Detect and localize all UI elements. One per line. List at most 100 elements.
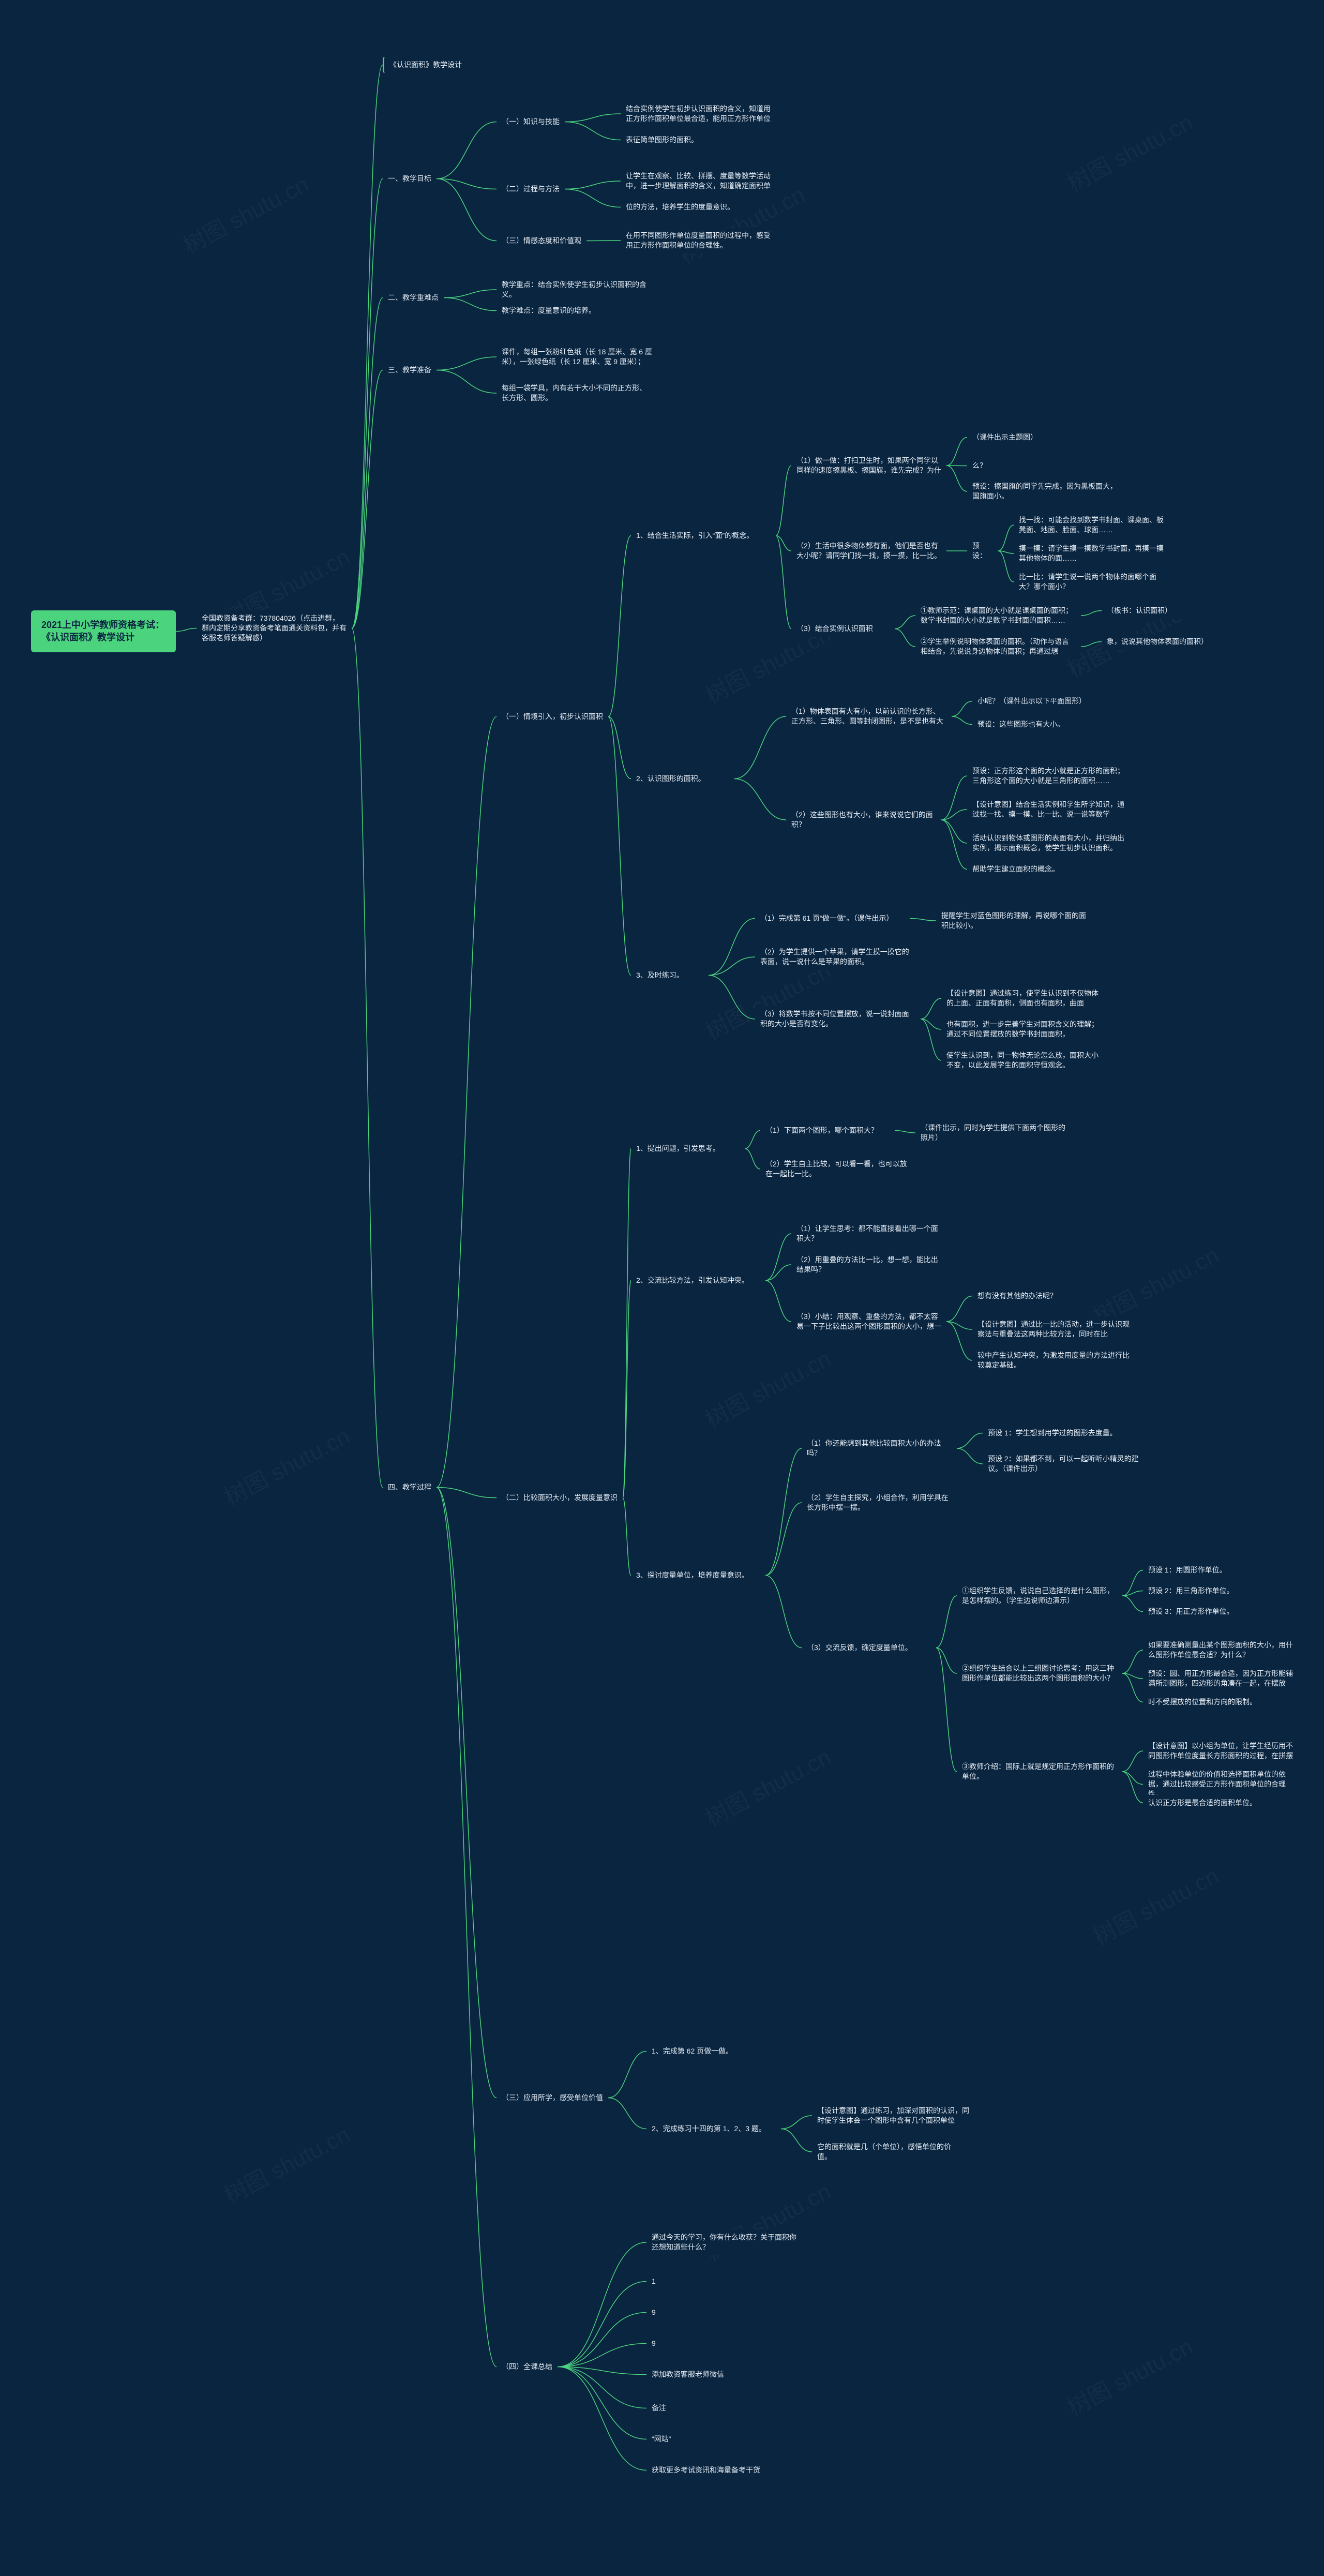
- node-p2_3c_a3[interactable]: 预设 3：用正方形作单位。: [1143, 1604, 1246, 1620]
- node-p2_3c_c3[interactable]: 认识正方形是最合适的面积单位。: [1143, 1795, 1277, 1811]
- node-p4_8[interactable]: 获取更多考试资讯和海量备考干货: [646, 2462, 781, 2478]
- node-g1b[interactable]: （二）过程与方法: [496, 181, 565, 197]
- node-p1_1a_kj[interactable]: （课件出示主题图）: [967, 429, 1071, 445]
- node-p1_1[interactable]: 1、结合生活实际，引入“面”的概念。: [631, 528, 776, 544]
- node-p1_1b_s3[interactable]: 比一比：请学生说一说两个物体的面哪个面大？哪个面小？: [1014, 569, 1169, 595]
- node-p2_3a2[interactable]: 预设 2：如果都不到，可以一起听听小精灵的建议。（课件出示）: [983, 1451, 1148, 1477]
- node-label: 【设计意图】通过比一比的活动，进一步认识观察法与重叠法这两种比较方法，同时在比: [977, 1320, 1130, 1338]
- node-p1_2[interactable]: 2、认识图形的面积。: [631, 771, 734, 787]
- node-h1[interactable]: 一、教学目标: [383, 171, 437, 187]
- node-p2_2c3[interactable]: 较中产生认知冲突，为激发用度量的方法进行比较奠定基础。: [972, 1347, 1138, 1373]
- node-p4_6[interactable]: 备注: [646, 2400, 688, 2416]
- node-p1_3c2[interactable]: 也有面积，进一步完善学生对面积含义的理解；通过不同位置摆放的数学书封面面积，: [941, 1016, 1107, 1042]
- node-p2_1a[interactable]: （1）下面两个图形，哪个面积大？: [760, 1122, 895, 1139]
- node-label: 象，说说其他物体表面的面积）: [1107, 637, 1208, 646]
- node-p2_1a1[interactable]: （课件出示，同时为学生提供下面两个图形的照片）: [915, 1120, 1071, 1146]
- node-p2_3c_b[interactable]: ②组织学生结合以上三组图讨论思考：用这三种图形作单位都能比较出这两个图形面积的大…: [957, 1660, 1122, 1686]
- node-p1_1c2b[interactable]: 象，说说其他物体表面的面积）: [1102, 634, 1215, 650]
- node-qun[interactable]: 全国教资备考群：737804026（点击进群，群内定期分享教资备考笔面通关资料包…: [197, 610, 352, 646]
- node-p1_1c[interactable]: （3）结合实例认识面积: [791, 621, 895, 637]
- node-p1_1c1[interactable]: ①教师示范：课桌面的大小就是课桌面的面积；数学书封面的大小就是数学书封面的面积……: [915, 603, 1081, 628]
- node-p1_1b[interactable]: （2）生活中很多物体都有面，他们是否也有大小呢？请同学们找一找，摸一摸，比一比。: [791, 538, 946, 564]
- node-h2b[interactable]: 教学难点：度量意识的培养。: [496, 303, 621, 319]
- node-p2_3c_b3[interactable]: 时不受摆放的位置和方向的限制。: [1143, 1694, 1277, 1710]
- node-p2[interactable]: （二）比较面积大小，发展度量意识: [496, 1490, 623, 1506]
- node-label: （2）生活中很多物体都有面，他们是否也有大小呢？请同学们找一找，摸一摸，比一比。: [796, 542, 941, 560]
- node-g1a2[interactable]: 表征简单图形的面积。: [621, 132, 734, 148]
- node-p2_2c2[interactable]: 【设计意图】通过比一比的活动，进一步认识观察法与重叠法这两种比较方法，同时在比: [972, 1316, 1138, 1342]
- node-p2_1[interactable]: 1、提出问题，引发思考。: [631, 1141, 745, 1157]
- node-p2_2c1[interactable]: 想有没有其他的办法呢？: [972, 1288, 1086, 1304]
- node-p1_1b_s1[interactable]: 找一找：可能会找到数学书封面、课桌面、板凳面、地面、脸面、球面……: [1014, 512, 1169, 538]
- node-h2a[interactable]: 教学重点：结合实例使学生初步认识面积的含义。: [496, 277, 652, 303]
- node-p1_3a1[interactable]: 提醒学生对蓝色图形的理解，再说哪个面的面积比较小。: [936, 908, 1091, 934]
- node-p2_3c_a[interactable]: ①组织学生反馈，说说自己选择的是什么图形，是怎样摆的。（学生边说师边演示）: [957, 1583, 1122, 1609]
- node-p4_1[interactable]: 通过今天的学习，你有什么收获？关于面积你还想知道些什么？: [646, 2229, 802, 2255]
- node-g1c[interactable]: （三）情感态度和价值观: [496, 233, 586, 249]
- node-p4_7[interactable]: “网站”: [646, 2431, 698, 2447]
- node-p2_3b[interactable]: （2）学生自主探究，小组合作，利用学具在长方形中摆一摆。: [802, 1490, 957, 1516]
- node-h3b[interactable]: 每组一袋学具，内有若干大小不同的正方形、长方形、圆形。: [496, 380, 652, 406]
- node-p1_1c1b[interactable]: （板书：认识面积）: [1102, 603, 1195, 619]
- node-p2_2[interactable]: 2、交流比较方法，引发认知冲突。: [631, 1272, 765, 1289]
- node-p1_2b2[interactable]: 【设计意图】结合生活实例和学生所学知识，通过找一找、摸一摸、比一比、说一说等数学: [967, 797, 1133, 822]
- node-p3_2b[interactable]: 它的面积就是几（个单位），感悟单位的价值。: [812, 2139, 967, 2165]
- node-p1_1c2[interactable]: ②学生举例说明物体表面的面积。（动作与语言相结合，先说说身边物体的面积；再通过想: [915, 634, 1081, 660]
- node-h3[interactable]: 三、教学准备: [383, 362, 437, 378]
- node-p2_2c[interactable]: （3）小结：用观察、重叠的方法，都不太容易一下子比较出这两个图形面积的大小，想一: [791, 1309, 946, 1335]
- node-p2_3a[interactable]: （1）你还能想到其他比较面积大小的办法吗？: [802, 1435, 957, 1461]
- node-p4_2[interactable]: 1: [646, 2273, 667, 2289]
- node-p2_3c_b1[interactable]: 如果要准确测量出某个图形面积的大小，用什么图形作单位最合适？为什么？: [1143, 1637, 1298, 1663]
- node-p1_2b4[interactable]: 帮助学生建立面积的概念。: [967, 861, 1091, 877]
- node-p2_3c_b2[interactable]: 预设：圆、用正方形最合适，因为正方形能铺满所测图形，四边形的角凑在一起，在摆放: [1143, 1666, 1298, 1691]
- node-g1a1[interactable]: 结合实例使学生初步认识面积的含义，知道用正方形作面积单位最合适，能用正方形作单位: [621, 101, 776, 127]
- node-p1_1a_me[interactable]: 么？: [967, 458, 998, 474]
- node-p2_3c[interactable]: （3）交流反馈，确定度量单位。: [802, 1640, 936, 1656]
- node-root[interactable]: 2021上中小学教师资格考试：《认识面积》教学设计: [31, 610, 176, 652]
- node-p4[interactable]: （四）全课总结: [496, 2359, 558, 2375]
- node-p2_1b[interactable]: （2）学生自主比较，可以看一看，也可以放在一起比一比。: [760, 1156, 915, 1182]
- node-p1_2b3[interactable]: 活动认识到物体或图形的表面有大小，并归纳出实例，揭示面积概念，使学生初步认识面积…: [967, 830, 1133, 856]
- node-p2_3c_c[interactable]: ③教师介绍：国际上就是规定用正方形作面积的单位。: [957, 1759, 1122, 1785]
- node-g1b2[interactable]: 位的方法，培养学生的度量意识。: [621, 199, 755, 215]
- node-p1[interactable]: （一）情境引入，初步认识面积: [496, 709, 608, 725]
- node-p3_2a[interactable]: 【设计意图】通过练习，加深对面积的认识，同时使学生体会一个图形中含有几个面积单位: [812, 2103, 977, 2129]
- node-p1_3[interactable]: 3、及时练习。: [631, 967, 709, 983]
- edge: [558, 2282, 646, 2367]
- node-p2_3c_c1[interactable]: 【设计意图】以小组为单位，让学生经历用不同图形作单位度量长方形面积的过程，在拼摆: [1143, 1738, 1298, 1764]
- node-p3_2[interactable]: 2、完成练习十四的第 1、2、3 题。: [646, 2121, 781, 2137]
- node-h4[interactable]: 四、教学过程: [383, 1479, 437, 1495]
- node-h0[interactable]: 《认识面积》教学设计: [383, 57, 467, 73]
- node-p2_3a1[interactable]: 预设 1：学生想到用学过的图形去度量。: [983, 1425, 1138, 1441]
- node-p2_3c_a1[interactable]: 预设 1：用圆形作单位。: [1143, 1562, 1246, 1578]
- node-p1_3c1[interactable]: 【设计意图】通过练习，使学生认识到不仅物体的上面、正面有面积，侧面也有面积，曲面: [941, 985, 1107, 1011]
- node-h3a[interactable]: 课件，每组一张粉红色纸（长 18 厘米、宽 6 厘米），一张绿色纸（长 12 厘…: [496, 344, 662, 370]
- node-label: 较中产生认知冲突，为激发用度量的方法进行比较奠定基础。: [977, 1351, 1130, 1369]
- node-p1_2a1[interactable]: 小呢？（课件出示以下平面图形）: [972, 693, 1107, 709]
- node-p1_2b1[interactable]: 预设：正方形这个面的大小就是正方形的面积；三角形这个面的大小就是三角形的面积……: [967, 763, 1133, 789]
- node-g1a[interactable]: （一）知识与技能: [496, 114, 565, 130]
- node-p2_2a[interactable]: （1）让学生思考：都不能直接看出哪一个面积大？: [791, 1221, 946, 1247]
- node-g1b1[interactable]: 让学生在观察、比较、拼摆、度量等数学活动中，进一步理解面积的含义，知道确定面积单: [621, 168, 776, 194]
- node-p3_1[interactable]: 1、完成第 62 页做一做。: [646, 2043, 760, 2059]
- node-p4_5[interactable]: 添加教资客服老师微信: [646, 2367, 750, 2383]
- node-p1_1a[interactable]: （1）做一做：打扫卫生时，如果两个同学以同样的速度擦黑板、擦国旗，谁先完成？为什: [791, 453, 946, 478]
- node-p1_2a[interactable]: （1）物体表面有大有小，以前认识的长方形、正方形、三角形、圆等封闭图形，是不是也…: [786, 703, 952, 729]
- node-p2_3[interactable]: 3、探讨度量单位，培养度量意识。: [631, 1567, 765, 1583]
- node-p1_1b_s[interactable]: 预设：: [967, 538, 998, 564]
- node-p4_3[interactable]: 9: [646, 2304, 667, 2320]
- node-p2_3c_a2[interactable]: 预设 2：用三角形作单位。: [1143, 1583, 1246, 1599]
- node-p1_1a_ys[interactable]: 预设：擦国旗的同学先完成，因为黑板面大，国旗面小。: [967, 478, 1122, 504]
- node-p4_4[interactable]: 9: [646, 2335, 667, 2352]
- node-p3[interactable]: （三）应用所学，感受单位价值: [496, 2090, 608, 2106]
- node-p1_3c3[interactable]: 使学生认识到，同一物体无论怎么放，面积大小不变，以此发展学生的面积守恒观念。: [941, 1047, 1107, 1073]
- node-g1c1[interactable]: 在用不同图形作单位度量面积的过程中，感受用正方形作面积单位的合理性。: [621, 228, 776, 253]
- node-p2_2b[interactable]: （2）用重叠的方法比一比，想一想，能比出结果吗？: [791, 1252, 946, 1278]
- node-p1_2b[interactable]: （2）这些图形也有大小，谁来说说它们的面积？: [786, 807, 941, 833]
- node-p1_3c[interactable]: （3）将数学书按不同位置摆放，说一说封面面积的大小是否有变化。: [755, 1006, 921, 1032]
- node-p1_2a2[interactable]: 预设：这些图形也有大小。: [972, 716, 1086, 732]
- node-p1_3b[interactable]: （2）为学生提供一个苹果，请学生摸一摸它的表面，说一说什么是苹果的面积。: [755, 944, 921, 970]
- node-p1_3a[interactable]: （1）完成第 61 页“做一做”。（课件出示）: [755, 910, 910, 926]
- node-h2[interactable]: 二、教学重难点: [383, 290, 444, 306]
- node-p1_1b_s2[interactable]: 摸一摸：请学生摸一摸数学书封面，再摸一摸其他物体的面……: [1014, 541, 1169, 566]
